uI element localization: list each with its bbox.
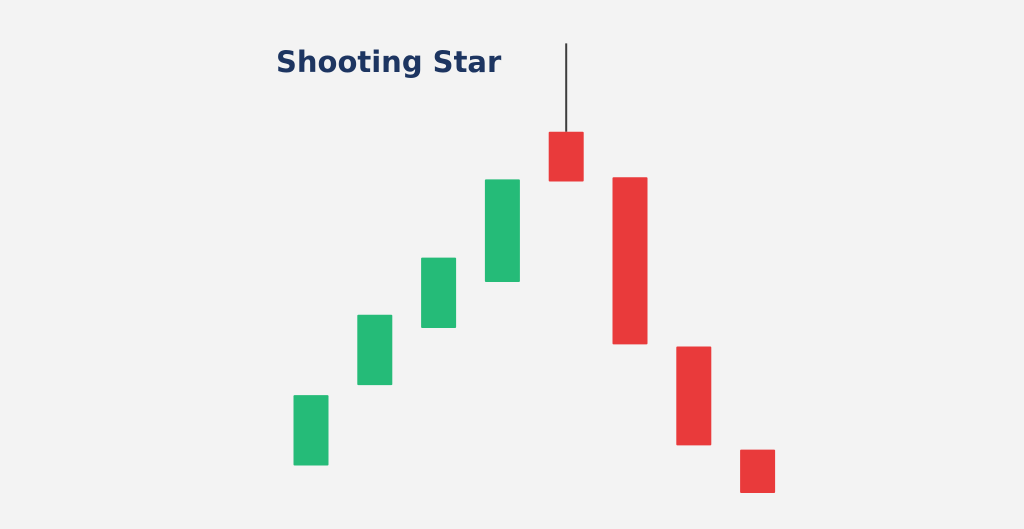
candle-4 — [484, 179, 520, 282]
candle-7 — [676, 346, 712, 446]
candle-3-body — [421, 257, 457, 328]
candle-5-body — [548, 131, 584, 182]
candle-4-body — [484, 179, 520, 282]
candle-6 — [612, 177, 648, 345]
candle-1-body — [293, 395, 329, 466]
chart-title: Shooting Star — [276, 45, 502, 79]
candle-8-body — [740, 449, 776, 494]
candle-8 — [740, 449, 776, 494]
candle-6-body — [612, 177, 648, 345]
candle-1 — [293, 395, 329, 466]
candles-group — [293, 43, 776, 494]
candle-5 — [548, 43, 584, 182]
candle-2-body — [357, 314, 393, 386]
candle-7-body — [676, 346, 712, 446]
candle-2 — [357, 314, 393, 386]
candle-3 — [421, 257, 457, 328]
